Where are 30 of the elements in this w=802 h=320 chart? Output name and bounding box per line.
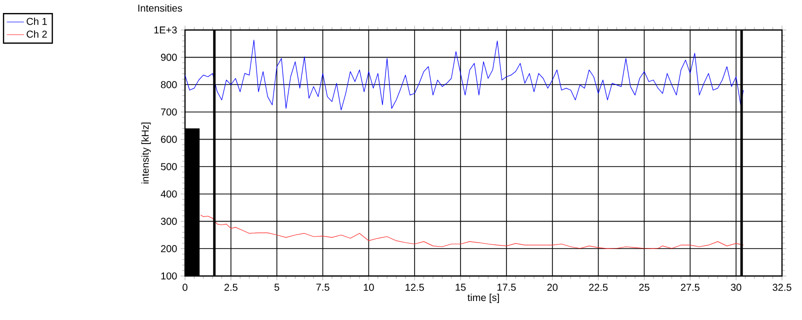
x-tick-label: 25 bbox=[639, 284, 650, 291]
x-tick-label: 12.5 bbox=[406, 284, 424, 291]
legend-label: Ch 1 bbox=[26, 18, 47, 25]
y-tick-label: 500 bbox=[160, 163, 177, 170]
y-tick-label: 700 bbox=[161, 108, 177, 116]
y-tick-label: 100 bbox=[161, 272, 177, 280]
y-tick-label: 200 bbox=[161, 245, 177, 252]
x-tick-label: 32.5 bbox=[772, 284, 792, 291]
x-tick-label: 0 bbox=[182, 284, 188, 291]
x-tick-label: 30 bbox=[730, 284, 742, 291]
x-tick-label: 22.5 bbox=[589, 284, 608, 291]
y-tick-label: 900 bbox=[160, 54, 177, 61]
x-tick-label: 27.5 bbox=[680, 284, 700, 291]
line-series bbox=[185, 40, 744, 110]
y-tick-label: 300 bbox=[160, 218, 177, 225]
x-tick-label: 20 bbox=[547, 284, 558, 291]
x-tick-label: 2.5 bbox=[224, 284, 238, 291]
y-tick-label: 400 bbox=[160, 190, 177, 198]
x-tick-label: 7.5 bbox=[316, 284, 330, 291]
y-tick-label: 1E+3 bbox=[154, 26, 177, 34]
y-axis-title: intensity [kHz] bbox=[141, 122, 151, 184]
x-axis-title: time [s] bbox=[468, 294, 499, 304]
x-tick-label: 10 bbox=[364, 284, 374, 291]
y-tick-label: 800 bbox=[160, 81, 177, 88]
chart-title: Intensities bbox=[138, 4, 182, 12]
y-tick-label: 600 bbox=[161, 136, 177, 143]
x-tick-label: 5 bbox=[274, 284, 280, 291]
x-tick-label: 15 bbox=[456, 284, 466, 291]
x-tick-label: 17.5 bbox=[498, 284, 516, 291]
legend-label: Ch 2 bbox=[26, 30, 47, 38]
